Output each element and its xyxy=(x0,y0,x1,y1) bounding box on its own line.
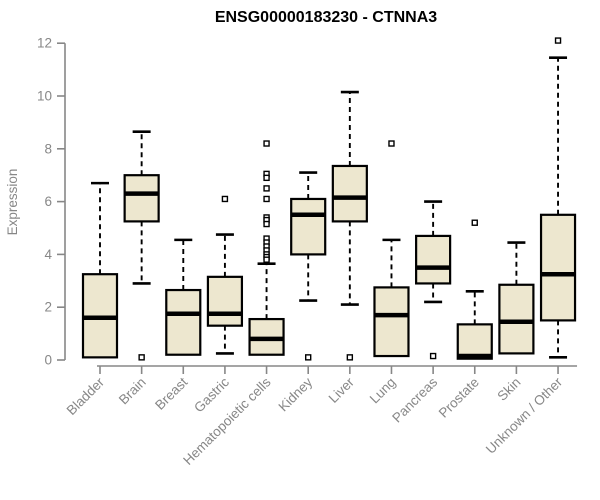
iqr-box xyxy=(206,275,244,327)
boxplot-pancreas xyxy=(415,200,452,360)
outlier-point xyxy=(263,195,270,203)
x-tick-label: Breast xyxy=(152,374,190,412)
y-tick-label: 8 xyxy=(44,141,52,156)
x-tick-label: Lung xyxy=(367,375,399,407)
outlier-point xyxy=(138,354,145,361)
box-series xyxy=(81,37,577,361)
iqr-box xyxy=(165,288,202,356)
iqr-box xyxy=(498,283,535,355)
x-tick-label: Gastric xyxy=(191,374,232,415)
boxplot-prostate xyxy=(456,219,493,360)
boxplot-bladder xyxy=(81,181,119,359)
iqr-box xyxy=(331,164,368,223)
x-tick-label: Unknown / Other xyxy=(483,374,566,457)
outlier-point xyxy=(471,219,478,226)
x-tick-label: Skin xyxy=(494,375,523,404)
outlier-point xyxy=(305,354,312,361)
iqr-box xyxy=(290,197,327,256)
outlier-point xyxy=(429,352,437,360)
boxplot-lung xyxy=(373,140,410,358)
chart-title: ENSG00000183230 - CTNNA3 xyxy=(215,9,437,26)
iqr-box xyxy=(373,286,410,358)
boxplot-liver xyxy=(331,90,368,361)
outlier-point xyxy=(263,185,270,192)
iqr-box xyxy=(415,234,452,285)
y-tick-label: 6 xyxy=(44,194,52,209)
y-tick-label: 0 xyxy=(44,353,52,368)
boxplot-skin xyxy=(498,241,535,355)
iqr-box xyxy=(456,323,493,360)
outlier-point xyxy=(263,220,270,228)
x-tick-label: Pancreas xyxy=(389,374,440,425)
outlier-point xyxy=(263,140,270,147)
x-tick-label: Bladder xyxy=(64,374,108,418)
y-tick-label: 2 xyxy=(44,300,52,315)
x-tick-label: Brain xyxy=(116,375,149,408)
x-tick-label: Prostate xyxy=(436,375,482,421)
boxplot-breast xyxy=(165,238,202,356)
iqr-box xyxy=(539,213,577,322)
x-tick-label: Liver xyxy=(326,374,358,406)
y-tick-label: 4 xyxy=(44,247,52,262)
iqr-box xyxy=(123,174,160,223)
boxplot-unknown-other xyxy=(539,37,577,359)
outlier-point xyxy=(388,140,395,147)
boxplot-gastric xyxy=(206,195,244,355)
boxplot-brain xyxy=(123,130,160,361)
outlier-point xyxy=(263,256,270,263)
x-tick-label: Kidney xyxy=(276,374,316,414)
y-tick-label: 10 xyxy=(37,89,52,104)
y-tick-label: 12 xyxy=(37,36,52,51)
outlier-point xyxy=(263,174,270,182)
boxplot-kidney xyxy=(290,171,327,361)
y-axis-label: Expression xyxy=(5,169,20,236)
boxplot-hematopoietic-cells xyxy=(248,140,285,356)
outlier-point xyxy=(554,37,562,44)
outlier-point xyxy=(221,195,229,203)
outlier-point xyxy=(346,354,354,361)
